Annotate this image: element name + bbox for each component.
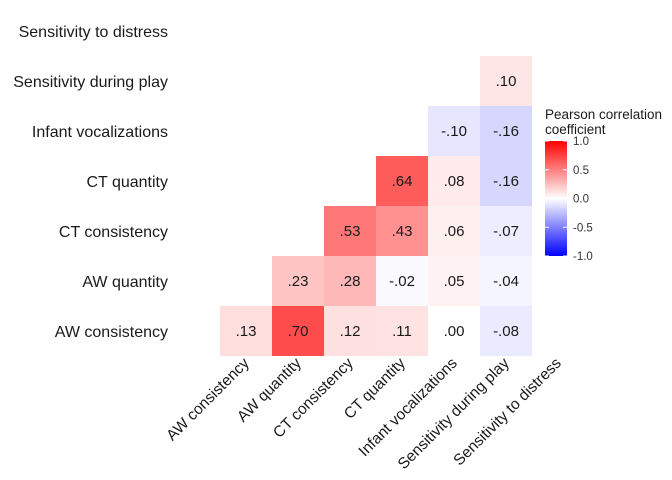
cell-value-label: -.10 (441, 123, 467, 140)
cell-value-label: .11 (392, 323, 412, 340)
heatmap-cell-aw-quantity-ct-consistency (324, 256, 376, 306)
heatmap-cell-aw-consistency-aw-quantity (272, 306, 324, 356)
x-label-aw-consistency: AW consistency (163, 355, 253, 445)
heatmap-cell-infant-vocalizations-sensitivity-during-play (480, 106, 532, 156)
cell-value-label: .28 (340, 273, 361, 290)
heatmap-cell-aw-consistency-aw-consistency (220, 306, 272, 356)
cell-value-label: .13 (236, 323, 257, 340)
legend-tick-label: -1.0 (573, 251, 593, 263)
cell-value-label: .53 (340, 223, 361, 240)
y-label-sensitivity-during-play: Sensitivity during play (13, 74, 168, 91)
cell-value-label: -.04 (493, 273, 519, 290)
cell-value-label: .12 (340, 323, 361, 340)
heatmap-cell-ct-quantity-sensitivity-during-play (480, 156, 532, 206)
cell-value-label: -.08 (493, 323, 519, 340)
cell-value-label: .06 (444, 223, 465, 240)
heatmap-cell-ct-consistency-ct-quantity (376, 206, 428, 256)
cell-value-label: .70 (288, 323, 309, 340)
legend-title-line-2: coefficient (545, 122, 606, 137)
y-label-aw-quantity: AW quantity (82, 274, 168, 291)
heatmap-cell-aw-quantity-ct-quantity (376, 256, 428, 306)
legend-colorbar (545, 141, 567, 256)
legend-tick-label: 0.5 (573, 165, 589, 177)
heatmap-cell-ct-quantity-infant-vocalizations (428, 156, 480, 206)
heatmap-cell-sensitivity-during-play-sensitivity-during-play (480, 56, 532, 106)
cell-value-label: .43 (392, 223, 413, 240)
cell-value-label: -.16 (493, 123, 519, 140)
cell-value-label: .10 (496, 73, 517, 90)
heatmap-cell-aw-consistency-ct-quantity (376, 306, 428, 356)
legend-tick-label: 1.0 (573, 136, 589, 148)
heatmap-cell-aw-consistency-infant-vocalizations (428, 306, 480, 356)
legend-tick-label: 0.0 (573, 194, 589, 206)
heatmap-cell-aw-quantity-infant-vocalizations (428, 256, 480, 306)
legend-ticks: 1.0 0.5 0.0 -0.5 -1.0 (545, 136, 593, 263)
y-label-ct-consistency: CT consistency (59, 224, 168, 241)
heatmap-cell-ct-consistency-ct-consistency (324, 206, 376, 256)
heatmap-cell-aw-quantity-sensitivity-during-play (480, 256, 532, 306)
cell-value-label: .64 (392, 173, 413, 190)
x-label-infant-vocalizations: Infant vocalizations (356, 355, 461, 460)
cell-value-label: -.16 (493, 173, 519, 190)
cell-value-label: -.07 (493, 223, 519, 240)
heatmap-cell-aw-consistency-sensitivity-during-play (480, 306, 532, 356)
heatmap-cell-aw-consistency-ct-consistency (324, 306, 376, 356)
y-label-aw-consistency: AW consistency (55, 324, 168, 341)
cell-value-label: .08 (444, 173, 465, 190)
cell-value-label: .23 (288, 273, 309, 290)
y-label-infant-vocalizations: Infant vocalizations (32, 124, 168, 141)
heatmap-cell-ct-consistency-infant-vocalizations (428, 206, 480, 256)
heatmap-cell-ct-consistency-sensitivity-during-play (480, 206, 532, 256)
cell-value-label: .00 (444, 323, 465, 340)
cell-value-label: -.02 (389, 273, 415, 290)
heatmap-cell-infant-vocalizations-infant-vocalizations (428, 106, 480, 156)
legend-title-line-1: Pearson correlation (545, 107, 662, 122)
cell-value-label: .05 (444, 273, 465, 290)
heatmap-cells: .13 .70 .12 .11 .00 -.08 .23 .28 -.02 .05 -.04 .53.… (220, 56, 532, 356)
legend-tick-label: -0.5 (573, 222, 593, 234)
heatmap-cell-ct-quantity-ct-quantity (376, 156, 428, 206)
y-label-ct-quantity: CT quantity (86, 174, 168, 191)
heatmap-cell-aw-quantity-aw-quantity (272, 256, 324, 306)
y-label-sensitivity-to-distress: Sensitivity to distress (19, 24, 168, 41)
color-legend: Pearson correlation coefficient 1.0 0.5 0.… (545, 107, 662, 263)
y-axis-labels: AW consistency AW quantity CT consistency C… (13, 24, 168, 341)
